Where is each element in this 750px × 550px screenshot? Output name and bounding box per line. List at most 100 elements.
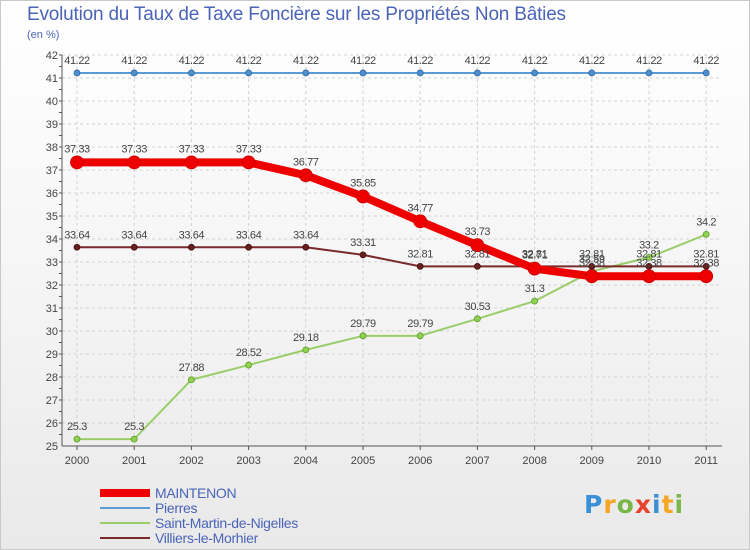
data-point-pierres <box>702 69 710 77</box>
y-tick-label: 27 <box>46 395 58 407</box>
legend-swatch <box>100 507 150 509</box>
x-tick-label: 2010 <box>637 455 661 467</box>
data-label-villiers-le-morhier: 33.64 <box>64 229 90 241</box>
data-point-villiers-le-morhier <box>359 251 367 259</box>
data-label-pierres: 41.22 <box>636 55 662 67</box>
data-label-villiers-le-morhier: 33.31 <box>350 237 376 249</box>
data-label-maintenon: 37.33 <box>236 143 262 155</box>
data-point-maintenon <box>584 269 599 284</box>
data-label-saint-martin-de-nigelles: 34.2 <box>696 216 716 228</box>
data-point-pierres <box>302 69 310 77</box>
legend-label: MAINTENON <box>155 485 237 501</box>
data-point-maintenon <box>184 155 199 170</box>
logo-letter: i <box>652 490 662 519</box>
data-point-saint-martin-de-nigelles <box>73 435 81 443</box>
y-tick-label: 36 <box>46 188 58 200</box>
data-label-pierres: 41.22 <box>236 55 262 67</box>
data-label-saint-martin-de-nigelles: 30.53 <box>465 301 491 313</box>
data-point-pierres <box>531 69 538 77</box>
data-label-maintenon: 32.38 <box>693 257 719 269</box>
data-point-saint-martin-de-nigelles <box>645 253 653 261</box>
data-label-maintenon: 32.38 <box>579 257 605 269</box>
y-tick-label: 39 <box>46 119 58 131</box>
data-label-maintenon: 32.38 <box>636 257 662 269</box>
data-label-saint-martin-de-nigelles: 29.79 <box>407 318 433 330</box>
data-point-villiers-le-morhier <box>416 262 424 270</box>
data-label-saint-martin-de-nigelles: 27.88 <box>179 362 205 374</box>
data-label-pierres: 41.22 <box>64 55 90 67</box>
y-tick-label: 34 <box>46 234 58 246</box>
data-point-pierres <box>645 69 653 77</box>
line-chart: 25 26 27 28 29 30 31 32 33 34 35 36 37 38 39 40 41 42 2000… <box>46 50 722 467</box>
data-label-villiers-le-morhier: 32.81 <box>693 248 719 260</box>
data-label-villiers-le-morhier: 33.64 <box>179 229 205 241</box>
x-tick-label: 2004 <box>294 455 318 467</box>
data-point-pierres <box>416 69 424 77</box>
data-label-saint-martin-de-nigelles: 29.18 <box>293 332 319 344</box>
proxiti-logo: Proxiti <box>584 490 684 519</box>
legend-label: Pierres <box>155 500 198 516</box>
data-point-pierres <box>359 69 367 77</box>
data-point-pierres <box>473 69 481 77</box>
x-tick-label: 2008 <box>522 455 546 467</box>
data-label-saint-martin-de-nigelles: 33.2 <box>639 239 659 251</box>
data-label-villiers-le-morhier: 33.64 <box>293 229 319 241</box>
legend-swatch <box>100 522 150 524</box>
y-tick-label: 32 <box>46 280 58 292</box>
data-point-maintenon <box>470 238 485 253</box>
logo-letter: o <box>616 490 635 519</box>
logo-letter: i <box>674 490 685 519</box>
data-label-pierres: 41.22 <box>579 55 605 67</box>
series-line-villiers-le-morhier <box>77 246 707 268</box>
legend-label: Villiers-le-Morhier <box>155 530 258 546</box>
data-label-villiers-le-morhier: 32.81 <box>522 248 548 260</box>
y-tick-label: 37 <box>46 165 58 177</box>
data-point-villiers-le-morhier <box>187 243 195 251</box>
data-point-villiers-le-morhier <box>73 243 81 251</box>
chart-title: Evolution du Taux de Taxe Foncière sur l… <box>27 4 566 25</box>
x-tick-label: 2011 <box>694 455 718 467</box>
x-tick-label: 2003 <box>236 455 260 467</box>
data-label-villiers-le-morhier: 32.81 <box>407 248 433 260</box>
data-point-saint-martin-de-nigelles <box>187 376 195 384</box>
data-label-saint-martin-de-nigelles: 32.59 <box>579 253 605 265</box>
logo-letter: P <box>584 490 604 519</box>
x-tick-label: 2002 <box>179 455 203 467</box>
x-tick-label: 2009 <box>580 455 604 467</box>
data-point-saint-martin-de-nigelles <box>130 435 138 443</box>
data-point-pierres <box>245 69 253 77</box>
y-tick-label: 28 <box>46 372 58 384</box>
data-label-pierres: 41.22 <box>465 55 491 67</box>
data-label-maintenon: 35.85 <box>350 177 376 189</box>
data-point-villiers-le-morhier <box>473 262 481 270</box>
y-tick-label: 35 <box>46 211 58 223</box>
data-label-maintenon: 37.33 <box>64 143 90 155</box>
data-point-maintenon <box>127 155 142 170</box>
data-label-pierres: 41.22 <box>179 55 205 67</box>
data-point-saint-martin-de-nigelles <box>359 332 367 340</box>
data-point-pierres <box>588 69 596 77</box>
data-label-saint-martin-de-nigelles: 25.3 <box>67 421 87 433</box>
data-point-maintenon <box>356 189 370 204</box>
y-tick-label: 26 <box>46 418 58 430</box>
chart-subtitle: (en %) <box>27 29 60 41</box>
data-label-maintenon: 32.71 <box>522 250 548 262</box>
data-label-pierres: 41.22 <box>693 55 719 67</box>
data-point-villiers-le-morhier <box>302 243 310 251</box>
data-label-maintenon: 36.77 <box>293 156 319 168</box>
legend-swatch <box>100 537 150 539</box>
data-point-pierres <box>130 69 138 77</box>
y-tick-label: 42 <box>46 50 58 62</box>
legend-swatch <box>100 489 150 497</box>
y-tick-label: 31 <box>46 303 58 315</box>
data-point-saint-martin-de-nigelles <box>245 361 253 369</box>
y-tick-label: 41 <box>46 73 58 85</box>
series-line-maintenon <box>77 158 707 281</box>
y-tick-label: 30 <box>46 326 58 338</box>
data-label-saint-martin-de-nigelles: 28.52 <box>236 347 262 359</box>
logo-letter: r <box>603 490 617 519</box>
data-point-villiers-le-morhier <box>130 243 138 251</box>
x-tick-label: 2001 <box>122 455 146 467</box>
y-tick-label: 40 <box>46 96 58 108</box>
y-tick-label: 25 <box>46 441 58 453</box>
